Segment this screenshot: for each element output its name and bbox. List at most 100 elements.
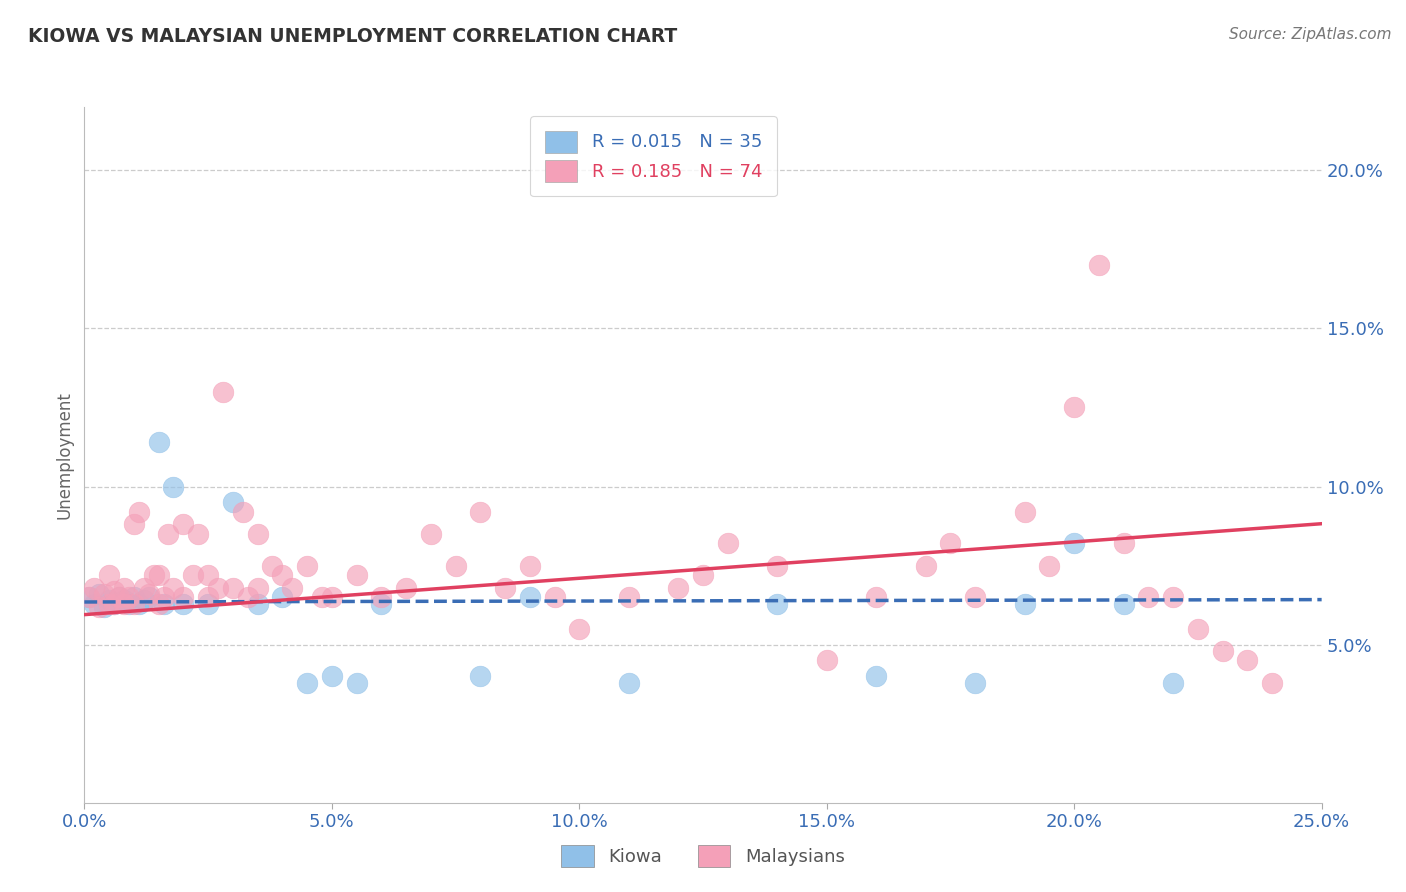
Point — [103, 597, 125, 611]
Point — [1236, 653, 1258, 667]
Point — [148, 435, 170, 450]
Point — [222, 495, 245, 509]
Point — [519, 558, 541, 573]
Point — [236, 591, 259, 605]
Point — [246, 581, 269, 595]
Point — [444, 558, 467, 573]
Point — [370, 597, 392, 611]
Text: KIOWA VS MALAYSIAN UNEMPLOYMENT CORRELATION CHART: KIOWA VS MALAYSIAN UNEMPLOYMENT CORRELAT… — [28, 27, 678, 45]
Point — [83, 581, 105, 595]
Point — [222, 581, 245, 595]
Point — [172, 517, 194, 532]
Point — [112, 597, 135, 611]
Point — [692, 568, 714, 582]
Point — [1161, 675, 1184, 690]
Point — [321, 669, 343, 683]
Point — [108, 591, 131, 605]
Point — [89, 599, 111, 614]
Point — [132, 581, 155, 595]
Point — [187, 527, 209, 541]
Point — [295, 675, 318, 690]
Point — [197, 597, 219, 611]
Point — [766, 597, 789, 611]
Point — [1014, 597, 1036, 611]
Point — [128, 505, 150, 519]
Point — [93, 599, 115, 614]
Point — [519, 591, 541, 605]
Legend: Kiowa, Malaysians: Kiowa, Malaysians — [554, 838, 852, 874]
Point — [172, 591, 194, 605]
Point — [1137, 591, 1160, 605]
Point — [617, 675, 640, 690]
Point — [1088, 258, 1111, 272]
Point — [103, 583, 125, 598]
Point — [138, 587, 160, 601]
Point — [212, 384, 235, 399]
Point — [1063, 536, 1085, 550]
Point — [157, 527, 180, 541]
Point — [172, 597, 194, 611]
Point — [395, 581, 418, 595]
Point — [1063, 401, 1085, 415]
Point — [246, 597, 269, 611]
Point — [122, 597, 145, 611]
Point — [128, 597, 150, 611]
Point — [197, 568, 219, 582]
Point — [93, 587, 115, 601]
Point — [815, 653, 838, 667]
Point — [79, 591, 101, 605]
Point — [271, 591, 294, 605]
Point — [232, 505, 254, 519]
Point — [865, 591, 887, 605]
Point — [939, 536, 962, 550]
Point — [568, 622, 591, 636]
Point — [152, 597, 174, 611]
Point — [1038, 558, 1060, 573]
Point — [1014, 505, 1036, 519]
Point — [162, 581, 184, 595]
Point — [1187, 622, 1209, 636]
Point — [346, 568, 368, 582]
Point — [717, 536, 740, 550]
Point — [1261, 675, 1284, 690]
Point — [122, 517, 145, 532]
Point — [865, 669, 887, 683]
Point — [246, 527, 269, 541]
Point — [470, 505, 492, 519]
Point — [617, 591, 640, 605]
Point — [494, 581, 516, 595]
Point — [197, 591, 219, 605]
Point — [98, 568, 121, 582]
Point — [112, 581, 135, 595]
Point — [148, 568, 170, 582]
Point — [118, 597, 141, 611]
Point — [122, 591, 145, 605]
Point — [98, 597, 121, 611]
Point — [321, 591, 343, 605]
Point — [103, 597, 125, 611]
Point — [162, 479, 184, 493]
Point — [108, 591, 131, 605]
Point — [271, 568, 294, 582]
Point — [112, 593, 135, 607]
Point — [470, 669, 492, 683]
Point — [181, 568, 204, 582]
Point — [543, 591, 565, 605]
Point — [142, 568, 165, 582]
Point — [666, 581, 689, 595]
Point — [965, 591, 987, 605]
Point — [1112, 597, 1135, 611]
Point — [152, 591, 174, 605]
Point — [118, 591, 141, 605]
Point — [89, 587, 111, 601]
Point — [914, 558, 936, 573]
Point — [766, 558, 789, 573]
Y-axis label: Unemployment: Unemployment — [55, 391, 73, 519]
Point — [262, 558, 284, 573]
Point — [346, 675, 368, 690]
Point — [148, 597, 170, 611]
Point — [83, 597, 105, 611]
Point — [98, 593, 121, 607]
Point — [295, 558, 318, 573]
Point — [281, 581, 304, 595]
